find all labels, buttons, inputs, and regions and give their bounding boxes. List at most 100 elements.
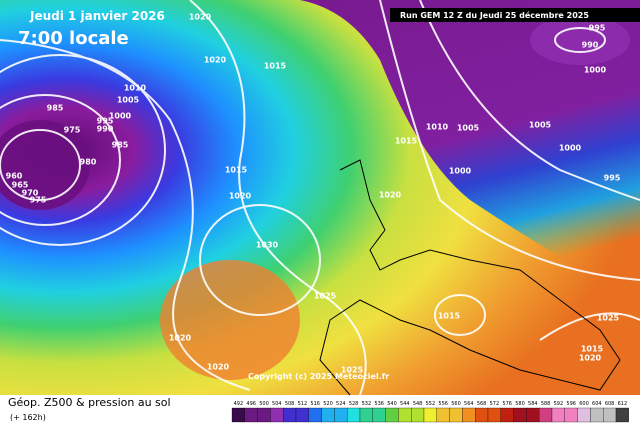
colorbar-label: 556 — [438, 401, 448, 407]
isobar-label: 1020 — [229, 192, 252, 201]
colorbar-label: 508 — [285, 401, 295, 407]
colorbar-label: 596 — [566, 401, 576, 407]
colorbar-label: 540 — [387, 401, 397, 407]
isobar-label: 1015 — [264, 62, 287, 71]
run: Run GEM 12 Z du Jeudi 25 décembre 2025 — [400, 10, 589, 20]
isobar-label: 1005 — [529, 121, 552, 130]
colorbar-swatch — [398, 407, 412, 423]
colorbar-swatch — [487, 407, 501, 423]
isobar-label: 1020 — [379, 191, 402, 200]
isobar-label: 1005 — [457, 124, 480, 133]
isobar-label: 1010 — [124, 84, 147, 93]
isobar-label: 1030 — [256, 241, 279, 250]
colorbar-label: 588 — [541, 401, 551, 407]
isobar-label: 1000 — [109, 112, 132, 121]
legend-title: Géop. Z500 & pression au sol — [8, 396, 171, 409]
colorbar-swatch — [551, 407, 565, 423]
colorbar-label: 612 — [618, 401, 628, 407]
colorbar-swatch — [513, 407, 527, 423]
colorbar-label: 552 — [426, 401, 436, 407]
legend-lead: (+ 162h) — [10, 413, 46, 422]
date: Jeudi 1 janvier 2026 — [29, 9, 165, 23]
time: 7:00 locale — [18, 28, 129, 49]
colorbar-swatch — [270, 407, 284, 423]
isobar-label: 1020 — [169, 334, 192, 343]
isobar-label: 1025 — [341, 366, 364, 375]
isobar-label: 990 — [97, 125, 114, 134]
colorbar-swatch — [385, 407, 399, 423]
colorbar-label: 536 — [374, 401, 384, 407]
isobar-label: 975 — [30, 196, 47, 205]
isobar-label: 975 — [64, 126, 81, 135]
isobar-label: 1025 — [597, 314, 620, 323]
isobar-label: 970 — [22, 189, 39, 198]
colorbar-swatch — [359, 407, 373, 423]
isobar-label: 990 — [582, 41, 599, 50]
colorbar-swatch — [334, 407, 348, 423]
colorbar-label: 528 — [349, 401, 359, 407]
colorbar-swatch — [411, 407, 425, 423]
colorbar-swatch — [231, 407, 245, 423]
isobar-label: 1025 — [314, 292, 337, 301]
isobar-label: 1020 — [189, 13, 212, 22]
colorbar-swatch — [449, 407, 463, 423]
colorbar-swatch — [615, 407, 629, 423]
colorbar-label: 496 — [246, 401, 256, 407]
colorbar-swatch — [372, 407, 386, 423]
colorbar-label: 520 — [323, 401, 333, 407]
copyright: Copyright (c) 2025 Meteociel.fr — [248, 372, 389, 381]
colorbar-label: 516 — [310, 401, 320, 407]
colorbar-label: 604 — [592, 401, 602, 407]
colorbar-label: 592 — [554, 401, 564, 407]
colorbar-swatch — [257, 407, 271, 423]
isobar-label: 1015 — [581, 345, 604, 354]
isobar-label: 1005 — [117, 96, 140, 105]
colorbar-label: 584 — [528, 401, 538, 407]
isobar-label: 995 — [589, 24, 606, 33]
colorbar-label: 580 — [515, 401, 525, 407]
colorbar-swatch — [295, 407, 309, 423]
colorbar-label: 532 — [362, 401, 372, 407]
isobar-label: 995 — [604, 174, 621, 183]
isobar-label: 985 — [47, 104, 64, 113]
colorbar-label: 560 — [451, 401, 461, 407]
colorbar-label: 548 — [413, 401, 423, 407]
colorbar-label: 504 — [272, 401, 282, 407]
colorbar-label: 568 — [477, 401, 487, 407]
isobar-label: 1015 — [225, 166, 248, 175]
colorbar-swatch — [577, 407, 591, 423]
colorbar-swatch — [500, 407, 514, 423]
colorbar-label: 544 — [400, 401, 410, 407]
colorbar-swatch — [475, 407, 489, 423]
colorbar-label: 524 — [336, 401, 346, 407]
isobar-label: 960 — [6, 172, 23, 181]
colorbar-label: 576 — [502, 401, 512, 407]
isobar-label: 1000 — [584, 66, 607, 75]
colorbar-label: 512 — [298, 401, 308, 407]
colorbar-swatch — [603, 407, 617, 423]
colorbar-swatch — [564, 407, 578, 423]
isobar-label: 1015 — [438, 312, 461, 321]
colorbar-label: 572 — [490, 401, 500, 407]
colorbar-label: 564 — [464, 401, 474, 407]
colorbar-swatch — [347, 407, 361, 423]
map-area: 1020102010151010100510009959909859859759… — [0, 0, 640, 396]
isobar-label: 995 — [97, 117, 114, 126]
colorbar-label: 600 — [579, 401, 589, 407]
isobar-label: 1015 — [395, 137, 418, 146]
isobar-label: 980 — [80, 158, 97, 167]
colorbar-swatch — [526, 407, 540, 423]
isobar-label: 1000 — [559, 144, 582, 153]
run-box — [390, 8, 640, 22]
isobar-label: 985 — [112, 141, 129, 150]
isobar-label: 1000 — [449, 167, 472, 176]
colorbar-swatch — [590, 407, 604, 423]
colorbar-swatch — [423, 407, 437, 423]
colorbar-swatch — [308, 407, 322, 423]
colorbar-swatch — [244, 407, 258, 423]
colorbar-swatch — [436, 407, 450, 423]
colorbar-swatch — [539, 407, 553, 423]
colorbar-label: 608 — [605, 401, 615, 407]
colorbar-swatch — [321, 407, 335, 423]
